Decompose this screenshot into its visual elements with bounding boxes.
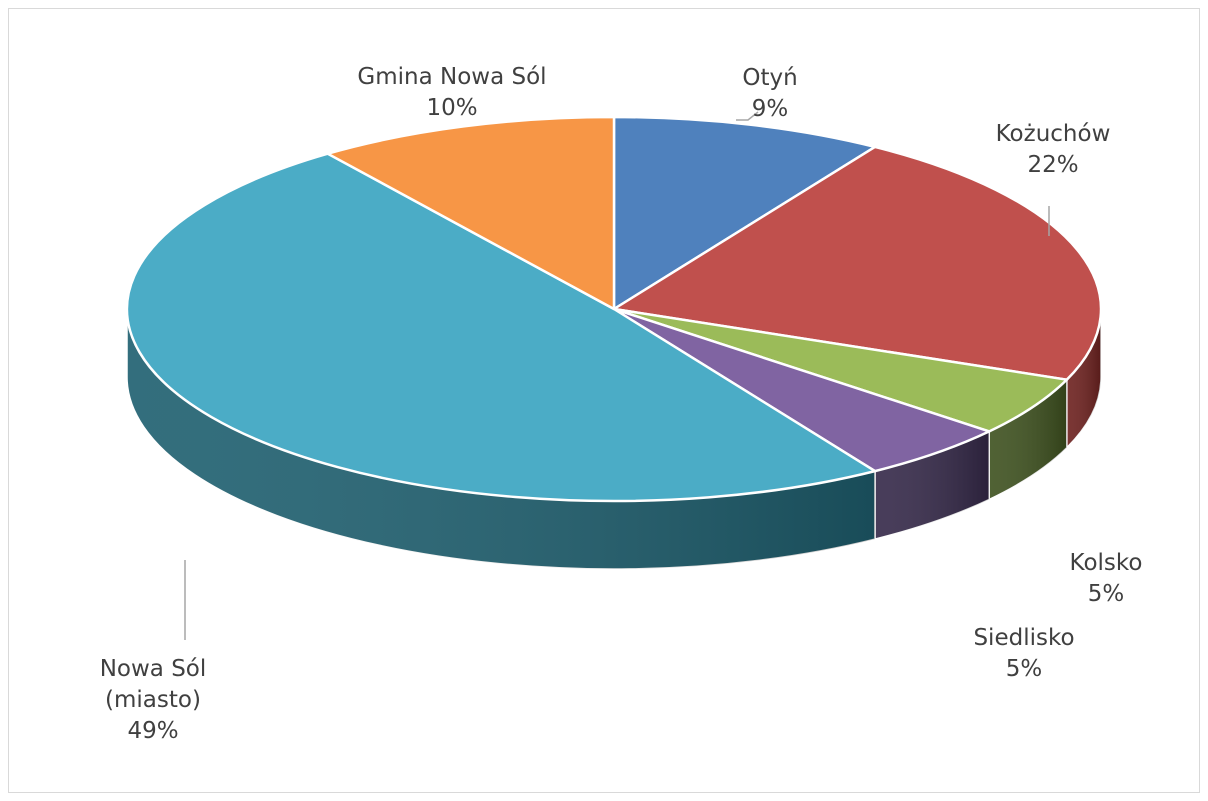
slice-percent-label: 5%	[1006, 656, 1043, 682]
slice-category-label: Siedlisko	[973, 625, 1074, 651]
slice-percent-label: 5%	[1088, 581, 1125, 607]
slice-category-label: Gmina Nowa Sól	[357, 64, 546, 90]
pie-side-shade-kolsko	[989, 379, 1067, 500]
data-label-kozuchow: Kożuchów 22%	[996, 121, 1111, 178]
data-label-siedlisko: Siedlisko 5%	[973, 625, 1074, 682]
pie-slice-nowa-sol-miasto	[125, 152, 877, 503]
pie-slice-otyn	[612, 115, 877, 311]
slice-category-label: Otyń	[742, 65, 797, 91]
slice-category-label: (miasto)	[105, 687, 201, 713]
pie-side-shade-kozuchow	[1066, 309, 1101, 448]
data-label-otyn: Otyń 9%	[742, 65, 797, 122]
slice-percent-label: 22%	[1027, 152, 1078, 178]
data-label-nowa-sol-miasto: Nowa Sól (miasto) 49%	[100, 656, 207, 744]
slice-percent-label: 10%	[426, 95, 477, 121]
pie-side-shade-siedlisko	[874, 431, 990, 540]
data-label-kolsko: Kolsko 5%	[1070, 550, 1143, 607]
slice-category-label: Kożuchów	[996, 121, 1111, 147]
slice-category-label: Nowa Sól	[100, 656, 207, 682]
pie-slice-siedlisko	[612, 307, 991, 473]
pie-slice-kozuchow	[612, 145, 1103, 381]
slice-percent-label: 49%	[127, 718, 178, 744]
slice-percent-label: 9%	[752, 96, 789, 122]
leader-line-otyn	[736, 111, 759, 121]
pie-slice-gmina-nowa-sol	[326, 115, 616, 311]
data-label-gmina-nowa-sol: Gmina Nowa Sól 10%	[357, 64, 546, 121]
slice-category-label: Kolsko	[1070, 550, 1143, 576]
pie-side-shade-nowa-sol-miasto	[127, 309, 875, 569]
pie-slice-kolsko	[612, 307, 1069, 433]
